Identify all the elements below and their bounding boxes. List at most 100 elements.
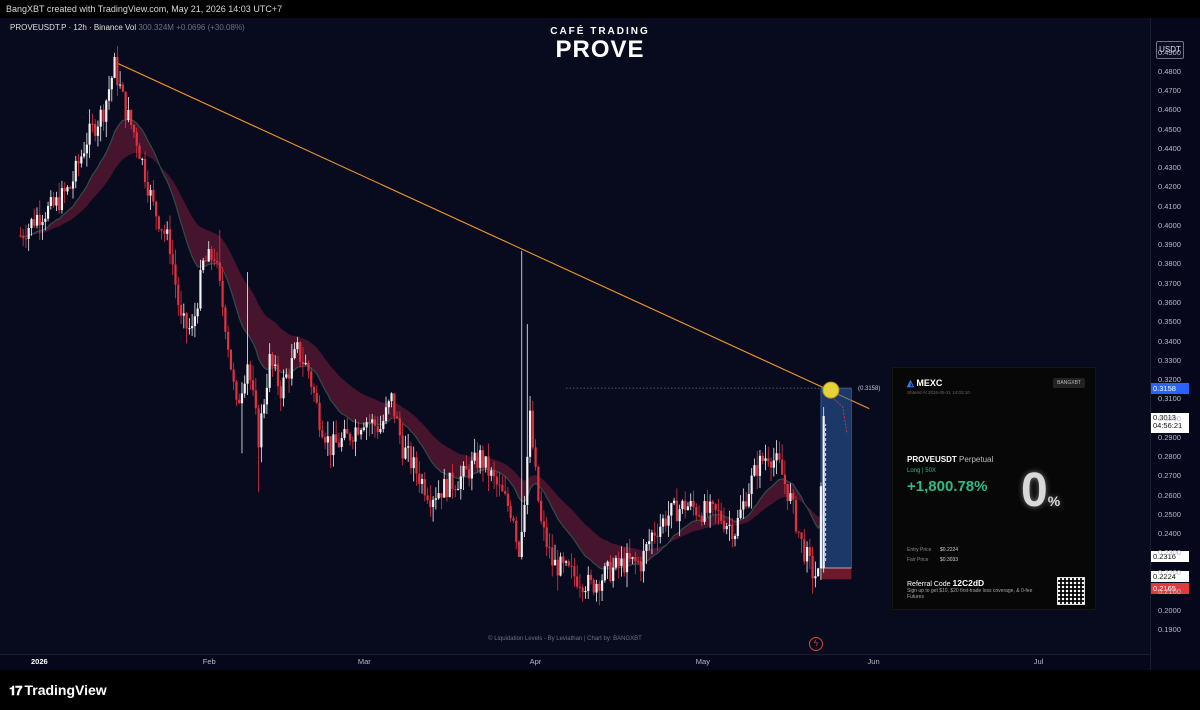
currency-selector[interactable]: USDT: [1156, 41, 1184, 59]
candle-body: [697, 515, 701, 517]
candle-body: [135, 132, 138, 146]
candle-body: [562, 556, 565, 563]
fast-ma-line: [20, 118, 825, 570]
zero-fee-graphic: 0%: [1021, 463, 1060, 518]
candle-body: [653, 532, 656, 536]
created-text: BangXBT created with TradingView.com, Ma…: [6, 4, 283, 14]
candle-body: [335, 434, 338, 443]
price-tick: 0.2000: [1158, 606, 1181, 616]
candle-body: [504, 491, 507, 494]
candle-body: [240, 393, 244, 404]
time-axis[interactable]: [0, 654, 1150, 671]
chart-area[interactable]: PROVEUSDT.P · 12h · Binance Vol 300.324M…: [0, 18, 1200, 671]
candle-body: [171, 253, 174, 265]
symbol-name: PROVEUSDT.P · 12h · Binance: [10, 23, 123, 32]
current-price: 0.3013: [1153, 413, 1176, 422]
candle-body: [468, 469, 471, 479]
candle-body: [127, 109, 130, 121]
candle-body: [736, 517, 739, 537]
candle-body: [235, 381, 238, 400]
price-tick: 0.2900: [1158, 432, 1181, 442]
touch-point-marker: [822, 381, 840, 399]
candle-body: [202, 260, 205, 270]
entry-value: $0.2224: [940, 547, 959, 553]
lightning-icon[interactable]: ϟ: [809, 637, 823, 651]
rejection-arrow: [833, 398, 848, 435]
candle-body: [631, 557, 634, 559]
candle-body: [650, 532, 654, 542]
candle-body: [481, 450, 485, 468]
candle-body: [800, 532, 803, 540]
candle-body: [340, 437, 343, 448]
resistance-trendline: [117, 62, 870, 410]
price-tick: 0.2100: [1158, 586, 1181, 596]
candle-body: [323, 437, 327, 443]
price-tick: 0.3700: [1158, 278, 1181, 288]
candle-body: [520, 531, 523, 558]
candle-body: [49, 197, 52, 206]
candle-body: [282, 377, 285, 399]
candle-body: [132, 124, 136, 133]
candle-body: [315, 392, 318, 403]
candle-body: [764, 458, 767, 461]
candle-body: [706, 500, 709, 513]
time-tick: Jul: [1033, 657, 1044, 666]
candle-body: [163, 230, 166, 234]
tradingview-logo[interactable]: 𝟏𝟕 TradingView: [9, 682, 107, 699]
price-tick: 0.2400: [1158, 529, 1181, 539]
candle-body: [22, 235, 25, 239]
stop-price-tag: 0.2165: [1151, 583, 1189, 594]
candle-body: [603, 566, 606, 581]
candle-body: [199, 269, 202, 309]
fair-row: Fair Price $0.3033: [907, 557, 958, 563]
candle-body: [720, 510, 723, 521]
candle-body: [166, 229, 169, 234]
candle-body: [382, 421, 385, 430]
candle-body: [592, 579, 595, 593]
price-chart[interactable]: [0, 18, 1150, 654]
referral: Referral Code 12C2dD: [907, 578, 984, 588]
candle-body: [412, 457, 415, 469]
candle-body: [404, 447, 407, 459]
candle-body: [559, 556, 562, 576]
candle-body: [758, 455, 762, 476]
candle-body: [617, 558, 620, 566]
candle-body: [384, 407, 388, 422]
price-tick: 0.2500: [1158, 509, 1181, 519]
price-tick: 0.1900: [1158, 625, 1181, 635]
candle-body: [684, 500, 687, 511]
candle-body: [772, 460, 775, 468]
price-tick: 0.3800: [1158, 259, 1181, 269]
candle-body: [661, 518, 665, 527]
candle-body: [515, 520, 518, 542]
candle-body: [263, 404, 266, 414]
candle-body: [606, 561, 609, 567]
candle-body: [670, 503, 673, 516]
candle-body: [390, 393, 393, 402]
candle-body: [74, 160, 77, 182]
candle-body: [512, 518, 515, 521]
candle-body: [581, 587, 584, 593]
symbol-legend[interactable]: PROVEUSDT.P · 12h · Binance Vol 300.324M…: [10, 23, 245, 32]
candle-body: [432, 499, 435, 508]
exchange-name: MEXC: [916, 378, 943, 388]
candle-body: [415, 457, 418, 474]
candle-body: [318, 402, 321, 431]
candle-body: [182, 313, 185, 316]
candle-body: [290, 358, 293, 379]
candle-body: [556, 559, 559, 576]
candle-body: [276, 364, 280, 387]
candle-body: [179, 304, 183, 316]
candle-body: [623, 558, 626, 573]
candle-body: [312, 386, 316, 393]
candle-body: [99, 109, 102, 127]
candle-body: [703, 500, 706, 522]
candle-body: [548, 547, 551, 549]
candle-body: [41, 221, 44, 226]
candle-body: [260, 413, 263, 448]
tradingview-text: TradingView: [24, 682, 107, 698]
candle-body: [814, 576, 817, 579]
candle-body: [46, 205, 50, 219]
candle-body: [218, 262, 221, 281]
candle-body: [188, 328, 191, 330]
